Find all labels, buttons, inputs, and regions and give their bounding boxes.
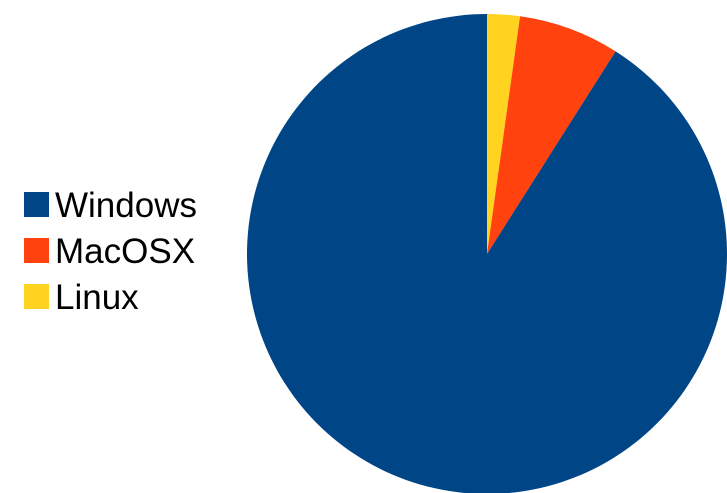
legend-swatch-linux: [24, 284, 49, 309]
legend: Windows MacOSX Linux: [24, 186, 197, 317]
legend-label-windows: Windows: [55, 186, 197, 225]
legend-label-linux: Linux: [55, 278, 139, 317]
pie-slice-macosx: [487, 16, 616, 254]
pie-slice-windows: [247, 14, 727, 493]
legend-swatch-macosx: [24, 238, 49, 263]
pie-slice-linux: [487, 14, 521, 254]
legend-label-macosx: MacOSX: [55, 232, 195, 271]
pie-slices: [247, 14, 727, 493]
legend-swatch-windows: [24, 192, 49, 217]
